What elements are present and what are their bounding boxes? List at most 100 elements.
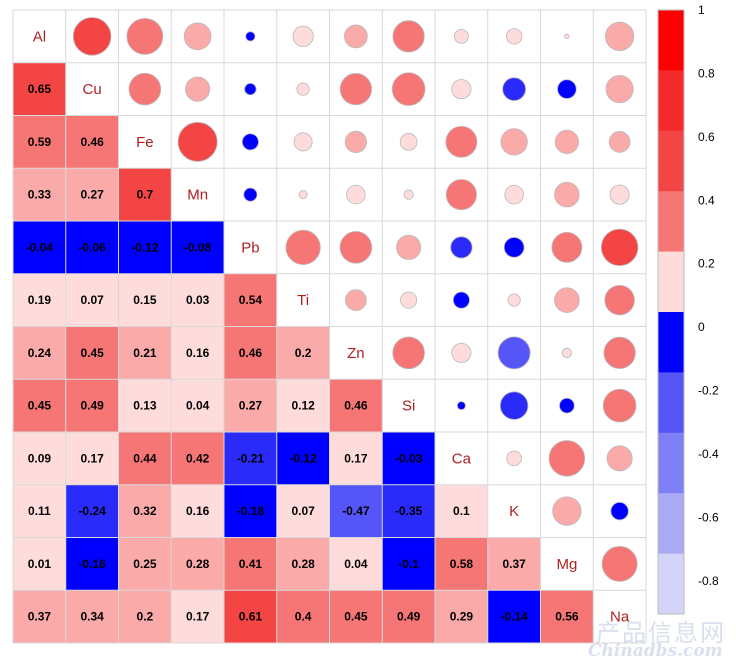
corr-cell [13, 221, 66, 274]
corr-cell [118, 432, 172, 485]
corr-value-label: 0.34 [80, 610, 104, 624]
corr-circle [293, 132, 313, 152]
color-bar-tick-label: -0.4 [698, 447, 719, 461]
color-bar-tick-label: 0.6 [698, 130, 715, 144]
corr-cell [487, 537, 541, 591]
corr-circle [399, 133, 418, 151]
color-bar-tick-label: -0.6 [698, 510, 719, 524]
corr-value-label: 0.45 [80, 346, 104, 360]
corr-cell [118, 590, 172, 643]
corr-circle [452, 291, 470, 309]
corr-circle [392, 336, 425, 370]
corr-circle [605, 75, 634, 104]
corr-cell [276, 484, 330, 538]
corr-value-label: -0.03 [395, 451, 423, 465]
corr-cell [329, 537, 383, 591]
corr-cell [276, 326, 330, 380]
corr-value-label: 0.17 [80, 451, 104, 465]
corr-value-label: 0.4 [295, 610, 312, 624]
corr-circle [396, 234, 422, 260]
corr-cell [65, 537, 119, 591]
corr-value-label: 0.25 [133, 557, 157, 571]
corr-cell [171, 326, 224, 380]
corr-value-label: 0.58 [450, 557, 474, 571]
color-bar-band [658, 372, 684, 434]
corr-value-label: 0.7 [137, 188, 154, 202]
corr-circle [445, 125, 478, 158]
corr-cell [171, 590, 224, 643]
corr-value-label: -0.08 [184, 240, 212, 254]
corr-value-label: 0.13 [133, 399, 157, 413]
corr-value-label: 0.12 [291, 399, 315, 413]
corr-circle [609, 184, 630, 205]
corr-circle [391, 72, 426, 106]
corr-cell [13, 537, 66, 591]
corr-value-label: 0.07 [291, 504, 315, 518]
diag-label-ca: Ca [452, 450, 472, 467]
corr-circle [292, 25, 314, 47]
diag-label-al: Al [33, 28, 46, 45]
corr-cell [118, 484, 172, 538]
corr-value-label: 0.45 [28, 399, 52, 413]
corr-cell [435, 484, 488, 538]
corr-cell [171, 221, 224, 274]
corr-circle [403, 189, 414, 200]
grid-lines [12, 9, 647, 644]
corr-cell [65, 221, 119, 274]
color-bar-tick-label: -0.8 [698, 574, 719, 588]
corr-circle [557, 79, 577, 99]
diag-cell-pb [224, 221, 277, 274]
diag-cell-fe [118, 115, 172, 169]
corr-value-label: 0.32 [133, 504, 157, 518]
corr-cell [224, 484, 277, 538]
corr-circle [502, 77, 526, 101]
corr-value-label: 0.29 [450, 610, 474, 624]
corr-cell [118, 537, 172, 591]
corr-cell [382, 432, 435, 485]
corr-circle [554, 129, 579, 154]
color-bar-band [658, 130, 684, 192]
corr-value-label: 0.42 [186, 451, 210, 465]
diag-label-ti: Ti [297, 292, 309, 309]
corr-value-label: 0.54 [239, 293, 263, 307]
corr-circle [554, 181, 580, 208]
color-bar-tick-label: 0 [698, 320, 705, 334]
color-bar-band [658, 312, 684, 373]
corr-cell [13, 62, 66, 116]
diag-cell-cu [65, 62, 119, 116]
diag-label-mn: Mn [187, 187, 208, 204]
diag-cell-si [382, 379, 435, 432]
corr-value-label: -0.14 [500, 610, 528, 624]
corr-value-label: 0.61 [239, 610, 263, 624]
corr-value-label: 0.27 [239, 399, 263, 413]
corr-value-label: 0.07 [80, 293, 104, 307]
corr-value-label: 0.17 [186, 610, 210, 624]
corr-circle [345, 289, 367, 311]
corr-cell [276, 590, 330, 643]
corr-circle [450, 236, 473, 259]
corr-value-label: 0.37 [502, 557, 526, 571]
corr-circle [72, 17, 112, 56]
corr-circle [564, 33, 570, 40]
corr-value-label: 0.65 [28, 82, 52, 96]
corr-circle [339, 231, 373, 264]
corr-value-label: -0.12 [131, 240, 159, 254]
corr-value-label: 0.37 [28, 610, 52, 624]
corr-cell [382, 537, 435, 591]
corr-circle [128, 72, 162, 106]
corr-value-label: 0.33 [28, 188, 52, 202]
corr-cell [13, 432, 66, 485]
corr-circle [601, 545, 638, 582]
corr-value-label: -0.21 [237, 451, 265, 465]
corr-value-label: 0.2 [295, 346, 312, 360]
color-bar-band [658, 10, 684, 71]
corr-value-label: 0.49 [80, 399, 104, 413]
color-bar-tick-label: -0.2 [698, 384, 719, 398]
corr-value-label: 0.21 [133, 346, 157, 360]
corr-value-label: 0.04 [344, 557, 368, 571]
corr-cell [224, 537, 277, 591]
diag-cell-ca [435, 432, 488, 485]
corr-cell [382, 590, 435, 643]
corr-value-label: 0.56 [555, 610, 579, 624]
